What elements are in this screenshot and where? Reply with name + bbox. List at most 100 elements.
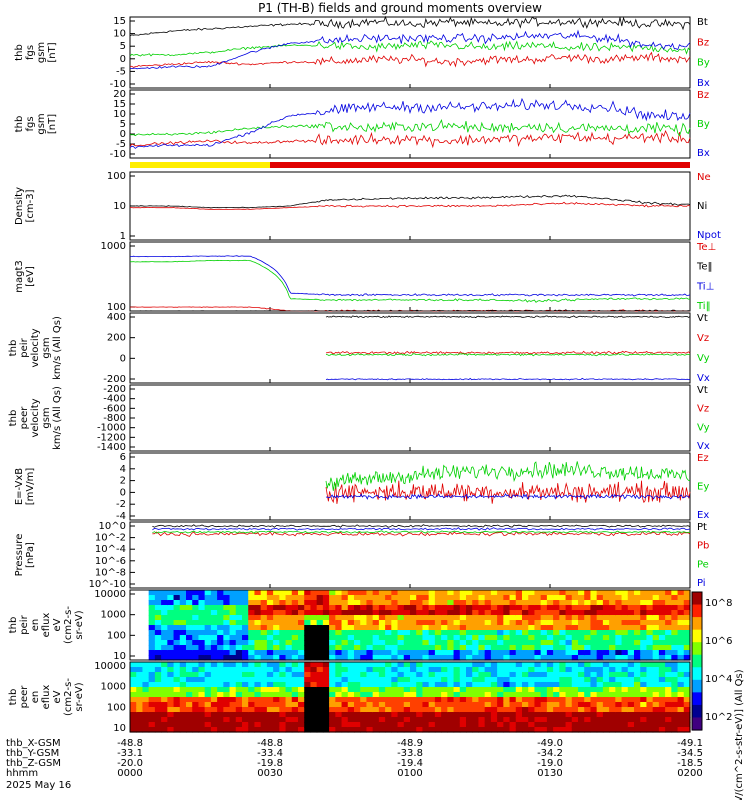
spec-cell [634, 600, 641, 606]
spec-cell [671, 722, 679, 728]
spec-cell [553, 630, 560, 636]
spec-cell [341, 687, 349, 693]
spec-cell [466, 727, 473, 733]
spec-cell [540, 605, 548, 611]
spec-cell [167, 590, 175, 596]
spec-cell [354, 672, 361, 678]
y-axis-label: sr-eV) [74, 610, 85, 639]
spec-cell [640, 667, 648, 673]
spec-cell [397, 697, 405, 703]
spec-cell [248, 707, 256, 713]
spec-cell [522, 692, 529, 698]
spec-cell [279, 645, 287, 651]
spec-cell [360, 650, 368, 656]
spec-cell [416, 692, 424, 698]
y-axis-label: peer [19, 685, 30, 709]
spec-cell [410, 610, 417, 616]
spec-cell [441, 625, 448, 631]
y-tick-label: -2 [116, 499, 126, 510]
spec-cell [553, 605, 560, 611]
spec-cell [248, 662, 256, 668]
spec-cell [354, 717, 361, 723]
spec-cell [148, 702, 156, 708]
spec-cell [410, 677, 417, 683]
spec-cell [354, 590, 361, 596]
spec-cell [242, 600, 249, 606]
spec-cell [652, 610, 660, 616]
spec-cell [273, 707, 280, 713]
spec-cell [584, 717, 592, 723]
spec-cell [515, 702, 523, 708]
spec-cell [403, 677, 411, 683]
spec-cell [671, 717, 679, 723]
spec-cell [335, 692, 343, 698]
axis-row-value: -34.2 [537, 748, 563, 759]
axis-row-value: -33.1 [117, 748, 143, 759]
spec-cell [192, 650, 200, 656]
spec-cell [578, 620, 585, 626]
spec-cell [403, 717, 411, 723]
spec-cell [677, 677, 685, 683]
spec-cell [441, 620, 448, 626]
spec-cell [478, 635, 486, 641]
spec-cell [546, 645, 554, 651]
spec-cell [366, 687, 374, 693]
spec-cell [459, 722, 467, 728]
y-axis-label: thb [8, 410, 19, 427]
spec-cell [565, 620, 573, 626]
spec-cell [173, 635, 181, 641]
spec-cell [235, 717, 243, 723]
spec-cell [217, 610, 224, 616]
spec-cell [179, 625, 187, 631]
spec-cell [335, 717, 343, 723]
spec-cell [621, 722, 629, 728]
spec-cell [186, 672, 193, 678]
spec-cell [410, 687, 417, 693]
spec-cell [528, 630, 536, 636]
spec-cell [646, 630, 654, 636]
spec-cell [266, 630, 274, 636]
spec-cell [515, 707, 523, 713]
y-axis-label: [nPa] [25, 542, 36, 568]
spec-cell [378, 630, 386, 636]
spec-cell [235, 712, 243, 718]
spec-cell [559, 717, 567, 723]
spec-cell [204, 650, 212, 656]
spec-cell [428, 712, 436, 718]
spec-cell [186, 692, 193, 698]
spec-cell [266, 595, 274, 601]
spec-cell [192, 635, 200, 641]
legend-By: By [697, 58, 710, 69]
spec-cell [646, 712, 654, 718]
y-tick-label: -4 [116, 511, 126, 522]
spec-cell [434, 712, 442, 718]
spec-cell [142, 702, 150, 708]
spec-cell [229, 615, 237, 621]
spec-cell [372, 692, 380, 698]
spec-cell [186, 650, 193, 656]
spec-cell [298, 682, 305, 688]
spec-cell [534, 605, 542, 611]
legend-Vz: Vz [697, 333, 709, 344]
spec-cell [528, 590, 536, 596]
spec-cell [627, 655, 635, 661]
spec-cell [279, 682, 287, 688]
spec-cell [578, 692, 585, 698]
spec-cell [403, 650, 411, 656]
spec-cell [528, 672, 536, 678]
spec-cell [347, 635, 355, 641]
series-Ex [325, 493, 691, 501]
spec-cell [466, 712, 473, 718]
spec-cell [602, 692, 610, 698]
spec-cell [410, 645, 417, 651]
axis-row-label: thb_X-GSM [6, 738, 61, 749]
spec-cell [242, 722, 249, 728]
spec-cell [559, 682, 567, 688]
spec-cell [354, 662, 361, 668]
spec-cell [665, 600, 672, 606]
spec-cell [490, 672, 498, 678]
spec-cell [602, 672, 610, 678]
axis-row-value: -33.8 [397, 748, 423, 759]
spec-cell [266, 645, 274, 651]
spec-cell [478, 662, 486, 668]
